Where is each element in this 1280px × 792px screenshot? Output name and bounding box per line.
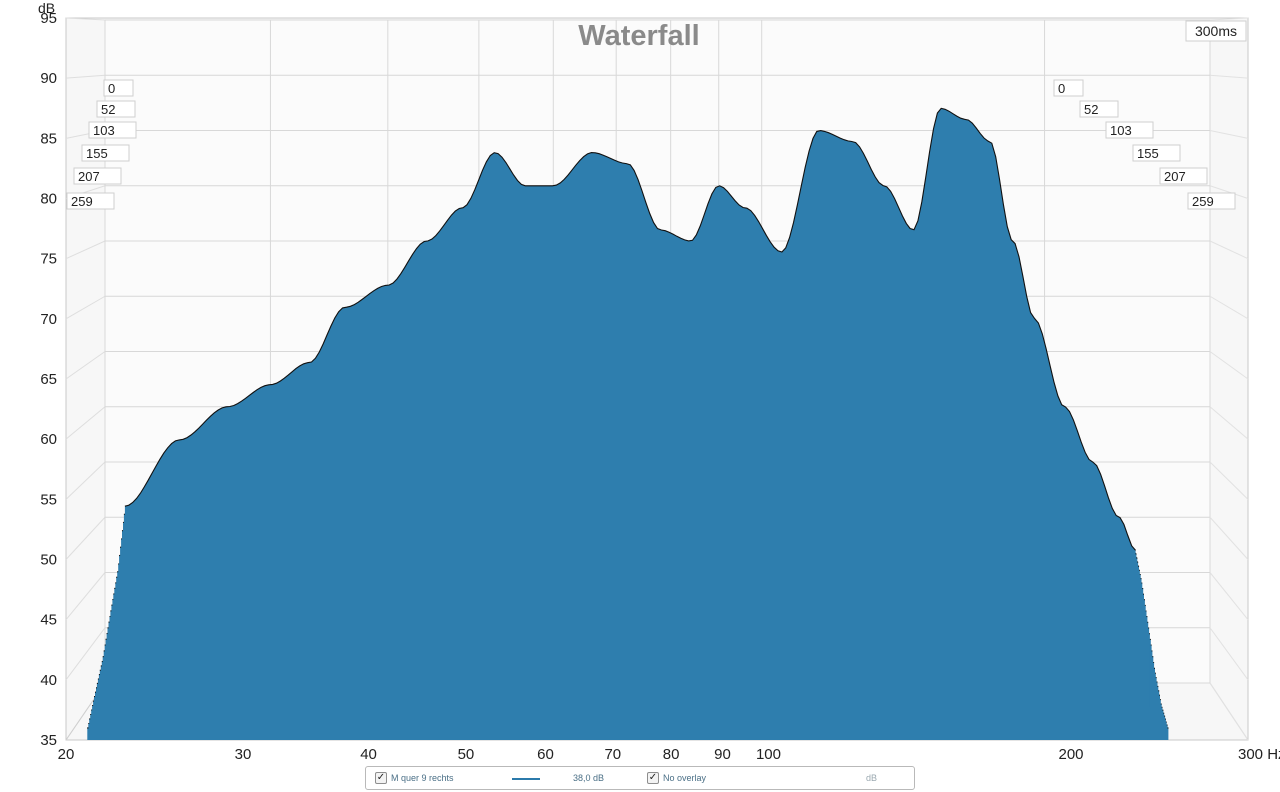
grid-line-right [1209, 130, 1249, 139]
y-tick-label: 75 [40, 251, 57, 268]
time-span-box [1185, 20, 1247, 42]
time-tick-box-left [96, 100, 136, 118]
time-tick-box-right [1079, 100, 1119, 118]
x-tick-label: 20 [58, 746, 75, 762]
time-tick-label-right: 0 [1058, 81, 1065, 96]
measurement-name: M quer 9 rechts [391, 773, 454, 783]
y-tick-label: 90 [40, 70, 57, 87]
time-tick-label-left: 207 [78, 169, 100, 184]
grid-line-right [1209, 74, 1249, 79]
waterfall-slice-line [124, 107, 1137, 551]
x-tick-label: 90 [714, 746, 731, 762]
grid-line-side [65, 17, 106, 21]
time-tick-label-left: 259 [71, 194, 93, 209]
grid-line-side [65, 572, 106, 620]
measurement-checkbox[interactable]: ✓ [375, 772, 387, 784]
measurement-level: 38,0 dB [573, 773, 605, 783]
time-tick-box-left [66, 192, 115, 210]
grid-line-right [1209, 516, 1249, 560]
measurement-line-swatch [512, 778, 540, 780]
y-tick-label: 95 [40, 10, 57, 27]
time-tick-label-right: 52 [1084, 102, 1098, 117]
time-tick-box-left [73, 167, 122, 185]
grid-line-right [1209, 240, 1249, 260]
grid-line-right [1209, 185, 1249, 199]
grid-line-right [1209, 351, 1249, 380]
grid-line-side [65, 351, 106, 380]
time-tick-label-right: 259 [1192, 194, 1214, 209]
time-tick-box-right [1105, 121, 1154, 139]
x-tick-label: 70 [604, 746, 621, 762]
grid-line-right [1209, 406, 1249, 440]
grid-line-right [1209, 295, 1249, 320]
time-tick-box-left [81, 144, 130, 162]
y-tick-label: 45 [40, 612, 57, 629]
time-tick-label-right: 155 [1137, 146, 1159, 161]
unit-label: dB [866, 773, 878, 783]
x-tick-label: 80 [663, 746, 680, 762]
x-tick-label: 50 [458, 746, 475, 762]
grid-line-right [1209, 627, 1249, 681]
y-tick-label: 35 [40, 732, 57, 749]
time-tick-label-left: 52 [101, 102, 115, 117]
x-tick-label: 100 [756, 746, 781, 762]
time-tick-label-right: 207 [1164, 169, 1186, 184]
time-tick-label-right: 103 [1110, 123, 1132, 138]
grid-line-side [65, 406, 106, 440]
grid-line-side [65, 461, 106, 500]
y-tick-label: 70 [40, 311, 57, 328]
x-tick-label: 200 [1059, 746, 1084, 762]
grid-line-right [1209, 461, 1249, 500]
time-tick-box-right [1159, 167, 1208, 185]
time-tick-box-left [88, 121, 137, 139]
grid-line-side [65, 295, 106, 320]
y-tick-label: 65 [40, 371, 57, 388]
chart-title: Waterfall [578, 20, 699, 52]
x-tick-label: 60 [537, 746, 554, 762]
y-tick-label: 60 [40, 431, 57, 448]
time-tick-box-right [1187, 192, 1236, 210]
grid-line-side [65, 627, 106, 681]
time-span-label: 300ms [1195, 23, 1237, 39]
y-tick-label: 85 [40, 130, 57, 147]
time-tick-box-right [1053, 79, 1084, 97]
time-tick-label-left: 155 [86, 146, 108, 161]
legend-bar: ✓ M quer 9 rechts 38,0 dB ✓ No overlay d… [365, 766, 915, 790]
y-tick-label: 80 [40, 191, 57, 208]
overlay-label: No overlay [663, 773, 707, 783]
grid-line-side [65, 516, 106, 560]
grid-line-side [65, 240, 106, 260]
x-tick-label: 30 [235, 746, 252, 762]
grid-line-right [1209, 682, 1249, 741]
time-tick-label-left: 0 [108, 81, 115, 96]
time-tick-box-left [103, 79, 134, 97]
y-axis-label: dB [38, 0, 55, 16]
x-tick-label: 40 [360, 746, 377, 762]
y-tick-label: 40 [40, 672, 57, 689]
time-tick-box-right [1132, 144, 1181, 162]
grid-line-right [1209, 17, 1249, 21]
x-tick-label: 300 Hz [1238, 746, 1280, 762]
grid-line-side [65, 74, 106, 79]
grid-line-right [1209, 572, 1249, 620]
overlay-checkbox[interactable]: ✓ [647, 772, 659, 784]
waterfall-slice-fill [124, 108, 1136, 683]
y-tick-label: 50 [40, 552, 57, 569]
y-tick-label: 55 [40, 491, 57, 508]
time-tick-label-left: 103 [93, 123, 115, 138]
